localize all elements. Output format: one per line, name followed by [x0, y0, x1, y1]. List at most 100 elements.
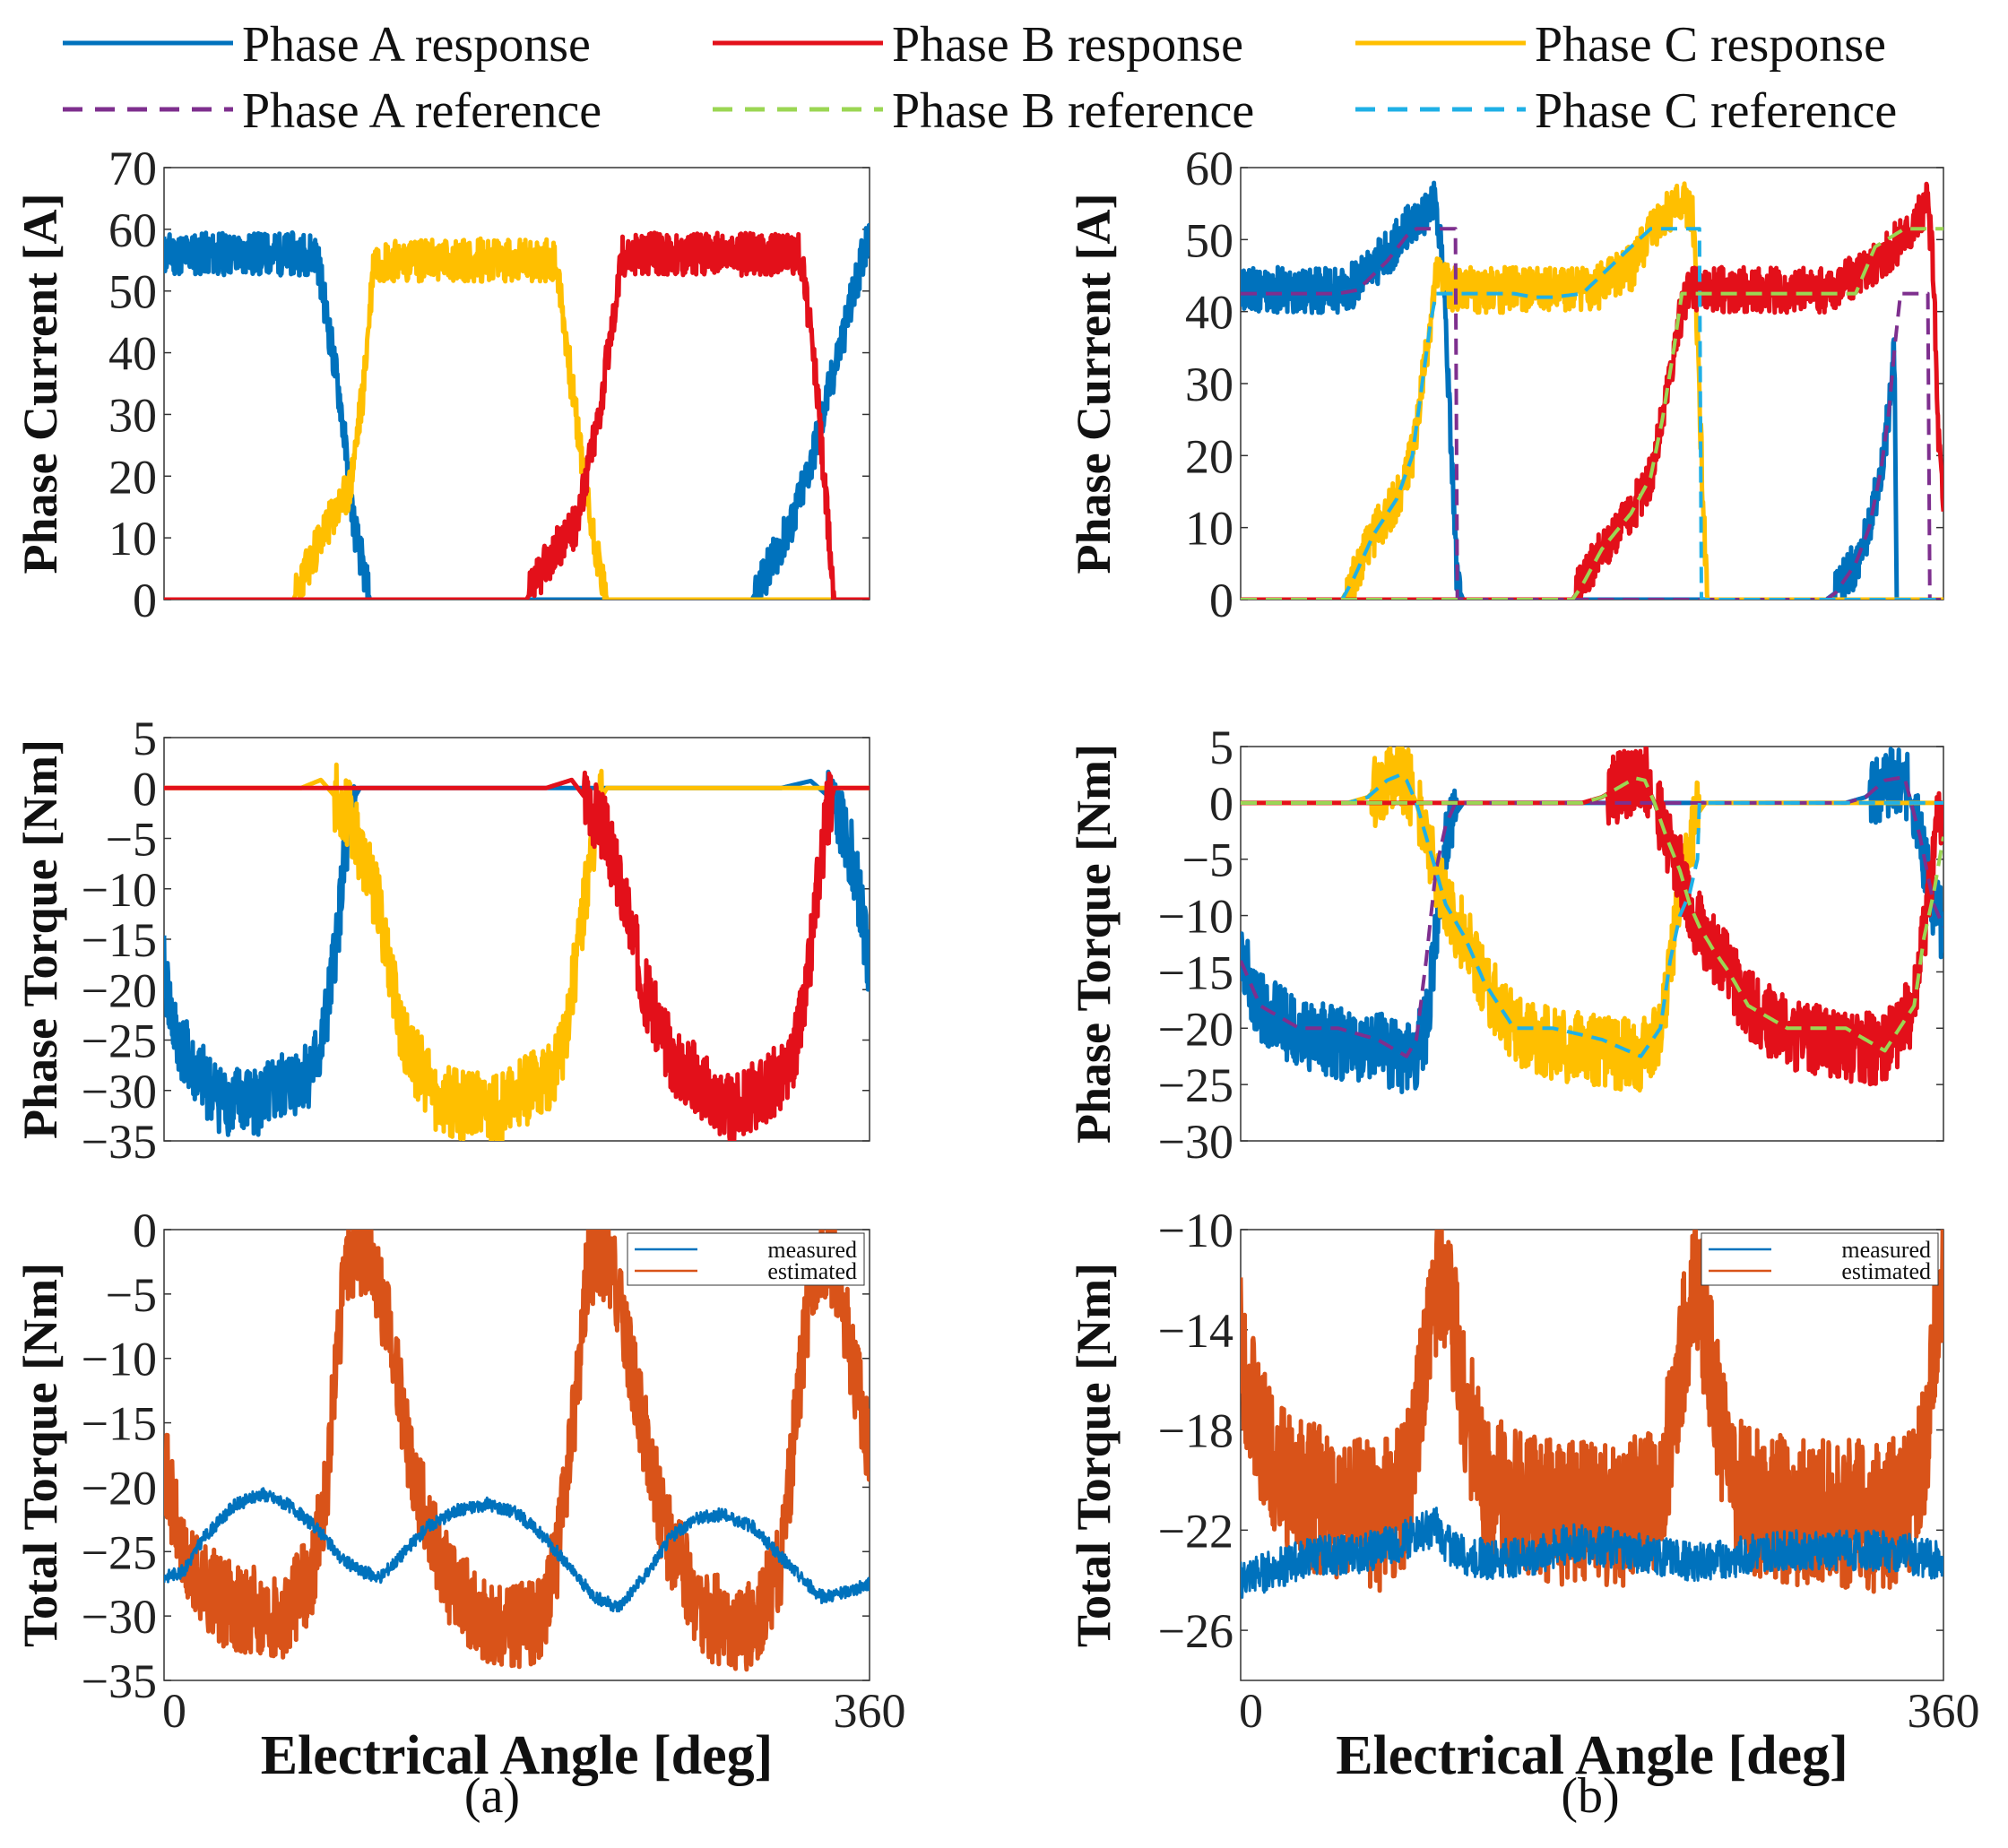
mini-legend-label: estimated [1841, 1258, 1931, 1284]
legend-entry: Phase B reference [713, 83, 1254, 139]
x-tick-label: 360 [1908, 1684, 1980, 1738]
top-legend: Phase A response Phase B response Phase C … [63, 17, 1897, 139]
legend-label: Phase B response [892, 17, 1243, 73]
y-tick-label: 30 [108, 388, 157, 442]
y-tick-label: 0 [1209, 574, 1233, 627]
y-axis-label: Phase Torque [Nm] [1067, 744, 1121, 1144]
mini-legend-label: measured [767, 1237, 857, 1263]
series-line-phase-c-reference [1241, 227, 1943, 600]
y-tick-label: −15 [82, 913, 157, 967]
series-line-phase-a-reference [1241, 774, 1943, 1058]
mini-legend-label: measured [1841, 1237, 1931, 1263]
y-tick-label: 40 [1185, 286, 1233, 340]
legend-label: Phase A response [242, 17, 591, 73]
series-line-measured [164, 1487, 870, 1613]
y-tick-label: −10 [82, 863, 157, 917]
chart-a-torque: −35−30−25−20−15−10−505 Phase Torque [Nm] [13, 712, 870, 1169]
x-axis-label: Electrical Angle [deg] [1336, 1725, 1848, 1786]
y-tick-label: −18 [1158, 1404, 1233, 1458]
y-axis-label: Total Torque [Nm] [13, 1263, 67, 1647]
y-tick-label: 50 [1185, 213, 1233, 267]
y-axis-label: Phase Torque [Nm] [13, 739, 67, 1139]
series-line-phase-b-response [164, 230, 870, 600]
series-line-estimated [164, 1230, 870, 1672]
y-tick-label: −22 [1158, 1504, 1233, 1558]
y-tick-label: 20 [108, 450, 157, 504]
y-axis-label: Phase Current [A] [13, 194, 67, 574]
y-tick-label: 30 [1185, 358, 1233, 411]
legend-entry: Phase B response [713, 17, 1243, 73]
y-axis-label: Phase Current [A] [1067, 194, 1121, 574]
y-tick-label: −30 [82, 1065, 157, 1118]
legend-entry: Phase A response [63, 17, 591, 73]
y-tick-label: −20 [82, 1461, 157, 1515]
caption-a: (a) [464, 1768, 520, 1824]
y-tick-label: 0 [133, 762, 157, 816]
legend-entry: Phase C reference [1355, 83, 1897, 139]
legend-label: Phase A reference [242, 83, 602, 139]
y-tick-label: 20 [1185, 429, 1233, 483]
chart-b-current: 0 10 20 30 40 50 60 Phase Current [A] [1067, 142, 1944, 627]
y-tick-label: −35 [82, 1115, 157, 1169]
y-tick-label: −15 [1158, 946, 1233, 999]
y-tick-label: −30 [1158, 1115, 1233, 1169]
series-line-phase-b-reference [1241, 776, 1943, 1053]
y-tick-label: −30 [82, 1590, 157, 1644]
y-tick-label: −25 [82, 1525, 157, 1579]
y-tick-label: 40 [108, 327, 157, 381]
y-tick-label: 0 [133, 1204, 157, 1257]
y-tick-label: −25 [1158, 1058, 1233, 1112]
y-tick-label: 50 [108, 265, 157, 319]
series-line-phase-b-response [1241, 181, 1943, 600]
y-tick-label: 0 [1209, 777, 1233, 831]
y-tick-label: 10 [1185, 502, 1233, 556]
mini-legend-label: estimated [767, 1258, 857, 1284]
series-line-phase-c-reference [1241, 773, 1943, 1058]
y-tick-label: −5 [1182, 833, 1233, 887]
y-tick-label: 5 [133, 712, 157, 765]
series-line-phase-b-reference [1241, 227, 1943, 600]
y-tick-label: −20 [1158, 1002, 1233, 1056]
legend-entry: Phase A reference [63, 83, 602, 139]
y-tick-label: 0 [133, 574, 157, 627]
y-tick-label: −5 [106, 813, 157, 867]
x-axis-label: Electrical Angle [deg] [261, 1725, 774, 1786]
chart-a-current: 0 10 20 30 40 50 60 70 Phase Current [A] [13, 142, 870, 627]
series-line-measured [1241, 1507, 1943, 1599]
y-tick-label: −25 [82, 1015, 157, 1068]
y-tick-label: −35 [82, 1654, 157, 1708]
y-tick-label: 60 [108, 203, 157, 257]
y-tick-label: −15 [82, 1397, 157, 1451]
series-line-phase-c-response [1241, 181, 1943, 600]
x-tick-label: 360 [834, 1684, 906, 1738]
plot-area [163, 167, 870, 600]
legend-label: Phase C response [1535, 17, 1886, 73]
series-line-estimated [1241, 1230, 1943, 1594]
chart-b-torque: −30−25−20−15−10−505 Phase Torque [Nm] [1067, 721, 1944, 1169]
y-tick-label: −10 [1158, 890, 1233, 944]
y-tick-label: −26 [1158, 1604, 1233, 1658]
chart-a-total: −35 −30 −25 −20 −15 −10 −5 0 0 360 measuredestimat… [13, 1204, 906, 1786]
y-tick-label: −10 [82, 1333, 157, 1386]
y-tick-label: 5 [1209, 721, 1233, 774]
y-tick-label: 70 [108, 142, 157, 195]
series-line-phase-b-response [164, 770, 870, 1141]
plot-area [1240, 167, 1944, 600]
y-tick-label: −5 [106, 1268, 157, 1322]
x-tick-label: 0 [1239, 1684, 1263, 1738]
legend-label: Phase B reference [892, 83, 1254, 139]
y-tick-label: 60 [1185, 142, 1233, 195]
caption-b: (b) [1561, 1768, 1619, 1824]
y-axis-label: Total Torque [Nm] [1067, 1263, 1121, 1647]
mini-legend-box [1701, 1232, 1939, 1286]
y-tick-label: −14 [1158, 1304, 1233, 1358]
y-tick-label: −10 [1158, 1204, 1233, 1257]
x-tick-label: 0 [162, 1684, 186, 1738]
legend-entry: Phase C response [1355, 17, 1886, 73]
legend-label: Phase C reference [1535, 83, 1897, 139]
